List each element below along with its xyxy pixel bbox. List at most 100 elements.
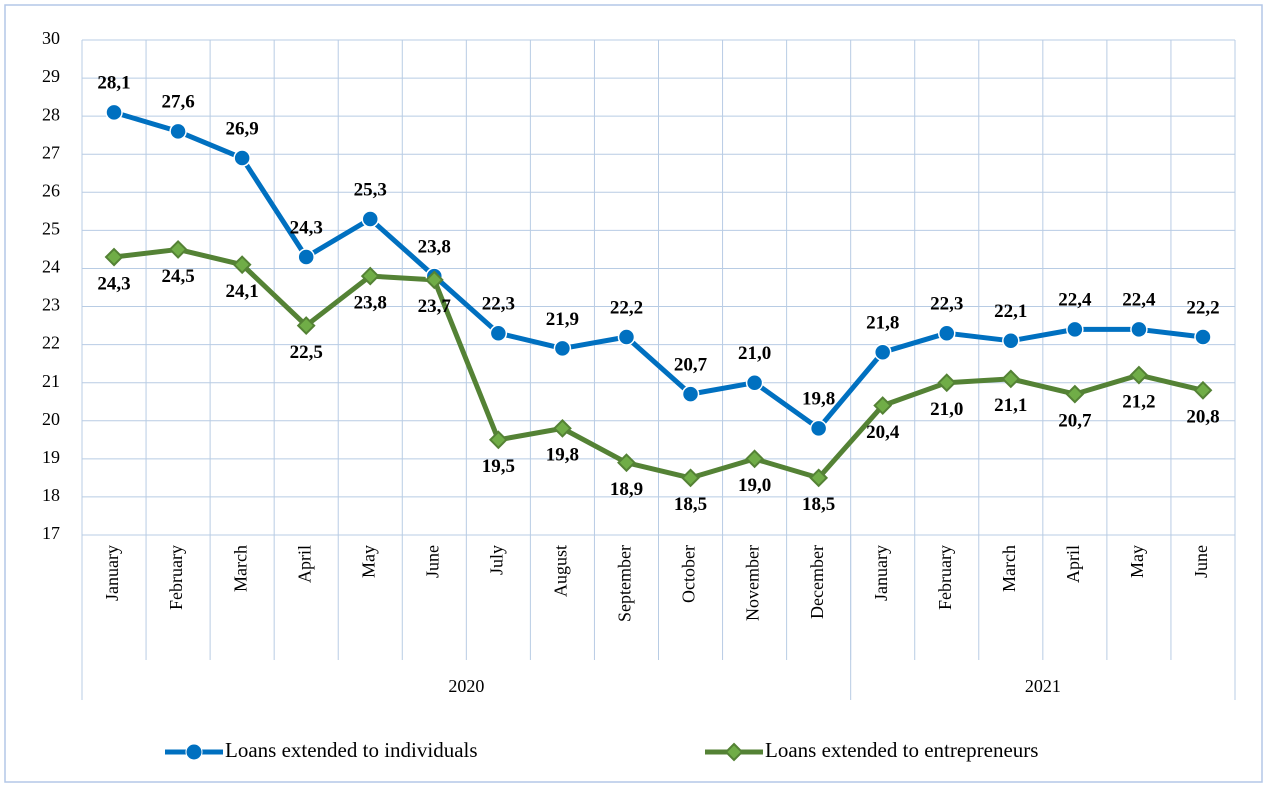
x-tick-label: November — [743, 545, 763, 621]
point — [105, 103, 123, 122]
data-label: 19,8 — [802, 389, 835, 410]
point — [745, 373, 764, 392]
x-tick-label: January — [871, 545, 891, 601]
x-tick-label: May — [1127, 545, 1147, 578]
data-label: 18,9 — [610, 479, 643, 500]
data-label: 22,4 — [1058, 290, 1092, 311]
point — [489, 324, 508, 342]
point — [232, 255, 252, 275]
data-label: 20,7 — [674, 354, 708, 375]
point — [297, 248, 315, 266]
point — [233, 149, 251, 167]
point — [1194, 328, 1212, 346]
point — [617, 453, 636, 473]
data-label: 21,0 — [930, 399, 963, 420]
point — [681, 468, 700, 488]
y-tick-label: 23 — [42, 295, 60, 315]
x-tick-label: March — [230, 545, 250, 592]
point — [937, 373, 957, 393]
data-label: 22,2 — [1186, 297, 1219, 318]
data-label: 21,0 — [738, 343, 771, 364]
point — [745, 449, 764, 469]
data-label: 18,5 — [674, 494, 707, 515]
point — [873, 396, 893, 415]
x-tick-label: April — [1063, 545, 1083, 583]
x-tick-label: February — [935, 545, 955, 610]
point — [488, 430, 508, 450]
data-label: 19,8 — [546, 445, 579, 466]
data-label: 25,3 — [354, 179, 387, 200]
point — [681, 385, 700, 403]
point — [1129, 365, 1149, 385]
y-tick-label: 19 — [42, 447, 60, 467]
group-label: 2020 — [448, 676, 484, 696]
y-tick-label: 30 — [42, 28, 60, 48]
point — [296, 316, 316, 335]
data-label: 21,8 — [866, 313, 899, 334]
point — [1001, 369, 1021, 389]
data-label: 20,8 — [1186, 407, 1219, 428]
x-tick-label: April — [294, 545, 314, 583]
y-tick-label: 22 — [42, 333, 60, 353]
point — [169, 122, 187, 141]
y-tick-label: 24 — [42, 257, 60, 277]
legend-label: Loans extended to individuals — [225, 738, 478, 762]
chart-border — [4, 4, 1263, 783]
legend-marker — [724, 742, 744, 762]
y-tick-label: 28 — [42, 104, 60, 124]
point — [1193, 380, 1213, 400]
y-tick-label: 21 — [42, 371, 60, 391]
point — [873, 343, 892, 361]
y-tick-label: 18 — [42, 485, 60, 505]
point — [424, 270, 444, 290]
data-label: 26,9 — [226, 118, 259, 139]
y-tick-label: 26 — [42, 180, 60, 200]
legend-label: Loans extended to entrepreneurs — [765, 738, 1038, 762]
x-tick-label: October — [679, 545, 699, 603]
point — [1066, 320, 1084, 339]
x-tick-label: March — [999, 545, 1019, 592]
x-tick-label: December — [807, 545, 827, 619]
point — [553, 339, 572, 358]
y-tick-label: 25 — [42, 219, 60, 239]
data-label: 22,2 — [610, 297, 643, 318]
point — [168, 240, 188, 259]
point — [938, 324, 956, 342]
data-label: 22,3 — [930, 294, 963, 315]
point — [1065, 384, 1085, 404]
x-tick-label: June — [422, 545, 442, 578]
x-tick-label: September — [615, 545, 635, 622]
data-label: 22,4 — [1122, 290, 1156, 311]
data-label: 21,1 — [994, 395, 1027, 416]
data-label: 24,5 — [161, 266, 194, 287]
data-label: 19,0 — [738, 475, 771, 496]
x-tick-label: February — [166, 545, 186, 610]
data-label: 28,1 — [97, 73, 130, 94]
data-label: 23,8 — [418, 236, 451, 257]
data-label: 24,3 — [97, 273, 130, 294]
data-label: 22,3 — [482, 294, 515, 315]
data-label: 23,7 — [418, 296, 452, 317]
y-tick-label: 29 — [42, 66, 60, 86]
data-label: 27,6 — [161, 92, 194, 113]
x-tick-label: August — [551, 545, 571, 597]
point — [104, 247, 124, 267]
data-label: 20,4 — [866, 422, 900, 443]
x-tick-label: July — [486, 545, 506, 575]
series-line — [113, 246, 1204, 481]
y-tick-label: 27 — [42, 142, 60, 162]
data-label: 24,3 — [290, 217, 323, 238]
point — [553, 418, 572, 438]
data-label: 22,1 — [994, 301, 1027, 322]
point — [617, 328, 636, 346]
x-tick-label: January — [102, 545, 122, 601]
x-tick-label: June — [1191, 545, 1211, 578]
group-label: 2021 — [1025, 676, 1061, 696]
data-label: 23,8 — [354, 292, 387, 313]
y-tick-label: 20 — [42, 409, 60, 429]
x-tick-label: May — [358, 545, 378, 578]
data-label: 21,9 — [546, 309, 579, 330]
data-label: 18,5 — [802, 494, 835, 515]
point — [1002, 332, 1020, 350]
